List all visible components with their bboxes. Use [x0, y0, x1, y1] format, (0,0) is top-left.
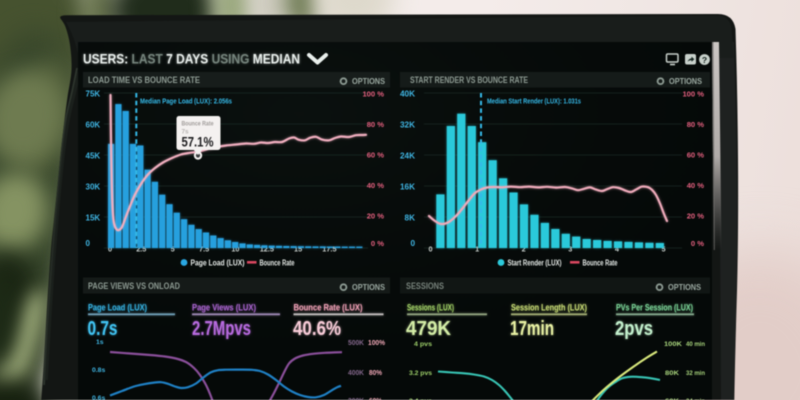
svg-text:LOAD TIME VS BOUNCE RATE: LOAD TIME VS BOUNCE RATE	[88, 75, 200, 85]
svg-text:0: 0	[428, 245, 432, 254]
svg-text:START RENDER VS BOUNCE RATE: START RENDER VS BOUNCE RATE	[410, 75, 528, 85]
svg-text:1s: 1s	[96, 339, 104, 346]
svg-text:0: 0	[410, 239, 415, 248]
svg-text:15K: 15K	[86, 214, 101, 223]
svg-text:80K: 80K	[665, 370, 679, 377]
svg-text:0.6s: 0.6s	[92, 395, 105, 400]
svg-text:20 %: 20 %	[367, 212, 385, 221]
svg-text:?: ?	[702, 55, 707, 65]
svg-text:479K: 479K	[406, 318, 452, 340]
svg-text:17.5: 17.5	[322, 245, 336, 254]
svg-text:4: 4	[615, 245, 620, 254]
svg-text:5: 5	[661, 245, 665, 254]
svg-text:100 %: 100 %	[682, 90, 704, 99]
svg-text:300K: 300K	[348, 396, 365, 400]
svg-text:30K: 30K	[86, 183, 101, 192]
svg-text:100 %: 100 %	[362, 90, 384, 99]
svg-text:0: 0	[108, 245, 112, 254]
svg-text:3: 3	[568, 245, 572, 254]
svg-text:10: 10	[231, 245, 239, 254]
svg-text:Bounce Rate (LUX): Bounce Rate (LUX)	[294, 303, 363, 313]
svg-text:PVs Per Session (LUX): PVs Per Session (LUX)	[616, 303, 693, 313]
svg-text:0 %: 0 %	[691, 239, 704, 248]
svg-text:2.5: 2.5	[136, 245, 146, 254]
svg-text:400K: 400K	[348, 368, 365, 377]
svg-text:Page Load (LUX): Page Load (LUX)	[88, 303, 147, 313]
svg-text:7s: 7s	[182, 129, 190, 136]
svg-text:80 %: 80 %	[367, 120, 385, 129]
svg-text:Bounce Rate: Bounce Rate	[182, 121, 214, 128]
svg-text:60 %: 60 %	[687, 151, 705, 160]
svg-text:24K: 24K	[400, 152, 415, 161]
svg-text:2: 2	[522, 245, 526, 254]
svg-text:16K: 16K	[400, 183, 415, 192]
svg-text:75K: 75K	[86, 90, 101, 99]
svg-text:Bounce Rate: Bounce Rate	[583, 259, 618, 268]
svg-text:60K: 60K	[86, 121, 101, 130]
svg-text:7.5: 7.5	[199, 245, 209, 254]
svg-text:100%: 100%	[368, 338, 386, 347]
svg-text:Page Views (LUX): Page Views (LUX)	[192, 303, 256, 313]
svg-text:2.4 pvs: 2.4 pvs	[409, 398, 432, 400]
svg-text:12.5: 12.5	[260, 245, 274, 254]
svg-text:2.7Mpvs: 2.7Mpvs	[192, 318, 251, 340]
svg-text:OPTIONS: OPTIONS	[352, 282, 385, 292]
svg-text:60K: 60K	[665, 398, 679, 400]
svg-text:Sessions (LUX): Sessions (LUX)	[407, 303, 454, 313]
svg-text:80%: 80%	[369, 368, 383, 377]
svg-text:40 %: 40 %	[687, 181, 705, 190]
svg-text:0.8s: 0.8s	[92, 367, 105, 374]
svg-text:60%: 60%	[369, 396, 383, 400]
svg-text:OPTIONS: OPTIONS	[669, 76, 702, 86]
svg-text:15: 15	[294, 245, 302, 254]
svg-text:SESSIONS: SESSIONS	[406, 281, 444, 291]
svg-text:OPTIONS: OPTIONS	[668, 282, 701, 292]
svg-text:0: 0	[86, 239, 91, 248]
svg-text:32 min: 32 min	[686, 370, 705, 377]
svg-text:40 min: 40 min	[686, 341, 705, 348]
svg-text:24 min: 24 min	[686, 398, 705, 400]
svg-text:Start Render (LUX): Start Render (LUX)	[508, 259, 562, 268]
svg-text:0.7s: 0.7s	[88, 318, 118, 340]
svg-text:20 %: 20 %	[687, 212, 705, 221]
svg-text:17min: 17min	[510, 318, 554, 340]
svg-text:Page Load (LUX): Page Load (LUX)	[191, 259, 245, 268]
svg-text:60 %: 60 %	[367, 151, 385, 160]
svg-text:3.2 pvs: 3.2 pvs	[409, 370, 432, 377]
svg-text:1: 1	[475, 245, 479, 254]
svg-text:OPTIONS: OPTIONS	[352, 76, 385, 86]
svg-text:40K: 40K	[400, 90, 415, 99]
svg-text:Median Start Render (LUX): 1.0: Median Start Render (LUX): 1.031s	[487, 97, 581, 106]
svg-text:500K: 500K	[348, 338, 365, 347]
svg-text:Median Page Load (LUX): 2.056s: Median Page Load (LUX): 2.056s	[140, 97, 232, 106]
svg-text:5: 5	[171, 245, 175, 254]
svg-text:Bounce Rate: Bounce Rate	[260, 259, 295, 268]
svg-text:80 %: 80 %	[687, 120, 705, 129]
svg-text:100K: 100K	[664, 341, 682, 348]
svg-text:45K: 45K	[86, 152, 101, 161]
svg-text:57.1%: 57.1%	[182, 135, 214, 151]
svg-text:2pvs: 2pvs	[615, 318, 653, 340]
svg-text:USERS: LAST 7 DAYS USING MEDIA: USERS: LAST 7 DAYS USING MEDIAN	[83, 51, 300, 67]
svg-text:4 pvs: 4 pvs	[414, 341, 432, 348]
svg-text:8K: 8K	[405, 214, 416, 223]
svg-text:Session Length (LUX): Session Length (LUX)	[511, 303, 587, 313]
svg-text:32K: 32K	[400, 121, 415, 130]
svg-text:0 %: 0 %	[371, 239, 384, 248]
svg-text:40 %: 40 %	[367, 181, 385, 190]
svg-text:PAGE VIEWS VS ONLOAD: PAGE VIEWS VS ONLOAD	[88, 281, 180, 291]
svg-text:40.6%: 40.6%	[293, 318, 341, 340]
